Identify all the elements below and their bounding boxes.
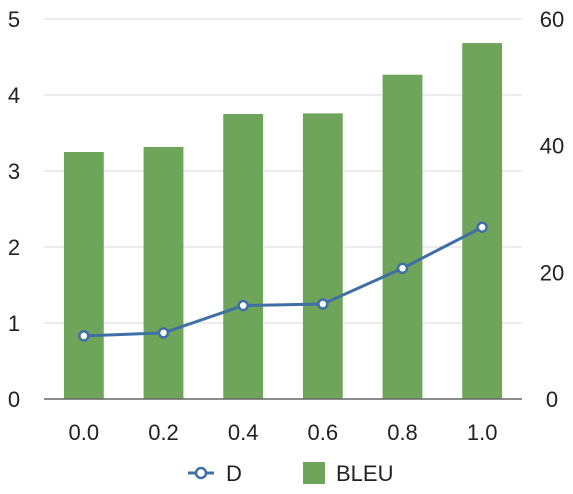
axes: 0 1 2 3 4 5 0 20 40 60 0.0 0.2 0.4 0.6 0.8 1.0 bbox=[8, 7, 564, 445]
bar-series-bleu bbox=[63, 43, 503, 400]
legend-square-icon bbox=[303, 462, 325, 484]
legend-label-bleu: BLEU bbox=[336, 461, 393, 486]
x-tick-label: 0.4 bbox=[228, 420, 259, 445]
bar-bleu-0.4 bbox=[223, 114, 264, 399]
x-tick-label: 0.8 bbox=[387, 420, 418, 445]
point-d-0.8 bbox=[396, 262, 409, 275]
legend-item-d: D bbox=[188, 461, 242, 486]
point-d-0.4 bbox=[237, 299, 249, 312]
right-tick-label: 20 bbox=[540, 260, 564, 285]
point-d-0.6 bbox=[317, 298, 329, 310]
right-tick-label: 40 bbox=[540, 134, 564, 159]
left-tick-label: 0 bbox=[8, 387, 20, 412]
line-series-d bbox=[78, 221, 488, 342]
bar-bleu-0.6 bbox=[302, 113, 343, 399]
bar-bleu-0.8 bbox=[382, 74, 423, 399]
bar-bleu-0.0 bbox=[63, 152, 104, 399]
legend-label-d: D bbox=[226, 461, 242, 486]
x-tick-label: 1.0 bbox=[467, 420, 498, 445]
left-tick-label: 4 bbox=[8, 83, 20, 108]
legend-circle-icon bbox=[194, 466, 208, 480]
left-tick-label: 1 bbox=[8, 311, 20, 336]
legend-item-bleu: BLEU bbox=[303, 461, 393, 486]
point-d-0.2 bbox=[157, 327, 170, 339]
left-tick-label: 5 bbox=[8, 7, 20, 32]
left-tick-label: 2 bbox=[8, 235, 20, 260]
right-tick-label: 0 bbox=[546, 387, 558, 412]
left-tick-label: 3 bbox=[8, 159, 20, 184]
right-tick-label: 60 bbox=[540, 7, 564, 32]
line-d-path bbox=[83, 225, 483, 338]
x-tick-label: 0.0 bbox=[69, 420, 100, 445]
point-d-0.0 bbox=[78, 330, 90, 342]
x-tick-label: 0.6 bbox=[308, 420, 339, 445]
legend: D BLEU bbox=[188, 461, 393, 486]
x-tick-label: 0.2 bbox=[148, 420, 179, 445]
bar-bleu-1.0 bbox=[462, 43, 503, 400]
bar-bleu-0.2 bbox=[143, 146, 184, 399]
point-d-1.0 bbox=[476, 221, 488, 233]
gridlines bbox=[44, 18, 522, 324]
